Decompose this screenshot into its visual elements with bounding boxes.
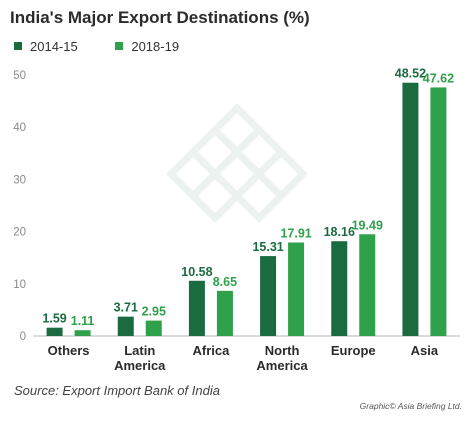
bar-2014-15-others [46, 327, 63, 336]
x-tick-label: Europe [331, 343, 376, 358]
data-label: 1.11 [71, 314, 95, 328]
data-label: 1.59 [42, 312, 66, 326]
watermark-diamond [232, 125, 286, 179]
data-label: 17.91 [280, 227, 311, 241]
data-label: 47.62 [423, 71, 454, 85]
legend-label-2014-15: 2014-15 [30, 38, 78, 54]
x-tick-label: Latin [124, 343, 155, 358]
watermark-logo [166, 103, 308, 223]
y-tick-label: 10 [13, 279, 26, 291]
bar-2018-19-africa [216, 290, 233, 336]
y-tick-label: 20 [13, 227, 26, 239]
bar-2018-19-europe [359, 234, 376, 336]
watermark-diamond [232, 169, 286, 223]
data-label: 2.95 [142, 305, 166, 319]
y-tick-label: 40 [13, 122, 26, 134]
data-label: 18.16 [324, 225, 355, 239]
watermark-diamond [188, 169, 242, 223]
watermark-diamond [166, 147, 220, 201]
legend-swatch-2014-15 [14, 42, 22, 50]
watermark-diamond [254, 147, 308, 201]
bar-2014-15-europe [331, 241, 348, 336]
x-tick-label: Others [48, 343, 90, 358]
bar-2014-15-latin-america [117, 316, 134, 336]
watermark-diamond [210, 103, 264, 157]
source-note: Source: Export Import Bank of India [14, 383, 220, 398]
data-label: 48.52 [395, 67, 426, 81]
bar-2018-19-north-america [288, 242, 305, 336]
bar-2018-19-latin-america [145, 320, 162, 336]
legend-label-2018-19: 2018-19 [131, 38, 180, 54]
x-tick-label: Africa [192, 343, 230, 358]
legend-item-2018-19: 2018-19 [115, 39, 179, 54]
chart-legend: 2014-15 2018-19 [14, 38, 213, 54]
data-label: 10.58 [181, 265, 212, 279]
y-tick-label: 30 [13, 174, 26, 186]
data-label: 19.49 [352, 218, 383, 232]
bar-2014-15-asia [402, 82, 419, 336]
bar-2014-15-africa [188, 280, 205, 336]
x-tick-label: America [114, 358, 166, 373]
data-label: 8.65 [213, 275, 237, 289]
y-tick-label: 0 [20, 331, 26, 343]
x-tick-label: Asia [411, 343, 439, 358]
bar-2014-15-north-america [260, 256, 277, 336]
legend-swatch-2018-19 [115, 42, 124, 50]
data-label: 3.71 [114, 301, 138, 315]
bar-2018-19-asia [430, 87, 447, 336]
y-tick-label: 50 [13, 70, 26, 82]
data-label: 15.31 [252, 240, 283, 254]
graphic-credit: Graphic© Asia Briefing Ltd. [359, 401, 462, 411]
watermark-diamond [188, 125, 242, 179]
x-tick-label: America [256, 358, 308, 373]
chart-title: India's Major Export Destinations (%) [10, 8, 310, 27]
bar-2018-19-others [74, 330, 91, 336]
x-tick-label: North [265, 343, 300, 358]
watermark-diamond [210, 147, 264, 201]
legend-item-2014-15: 2014-15 [14, 39, 78, 54]
